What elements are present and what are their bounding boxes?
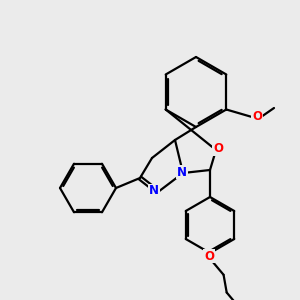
Text: O: O <box>252 110 262 124</box>
Text: O: O <box>213 142 223 155</box>
Text: N: N <box>177 166 187 178</box>
Text: O: O <box>204 250 214 262</box>
Text: N: N <box>149 184 159 197</box>
